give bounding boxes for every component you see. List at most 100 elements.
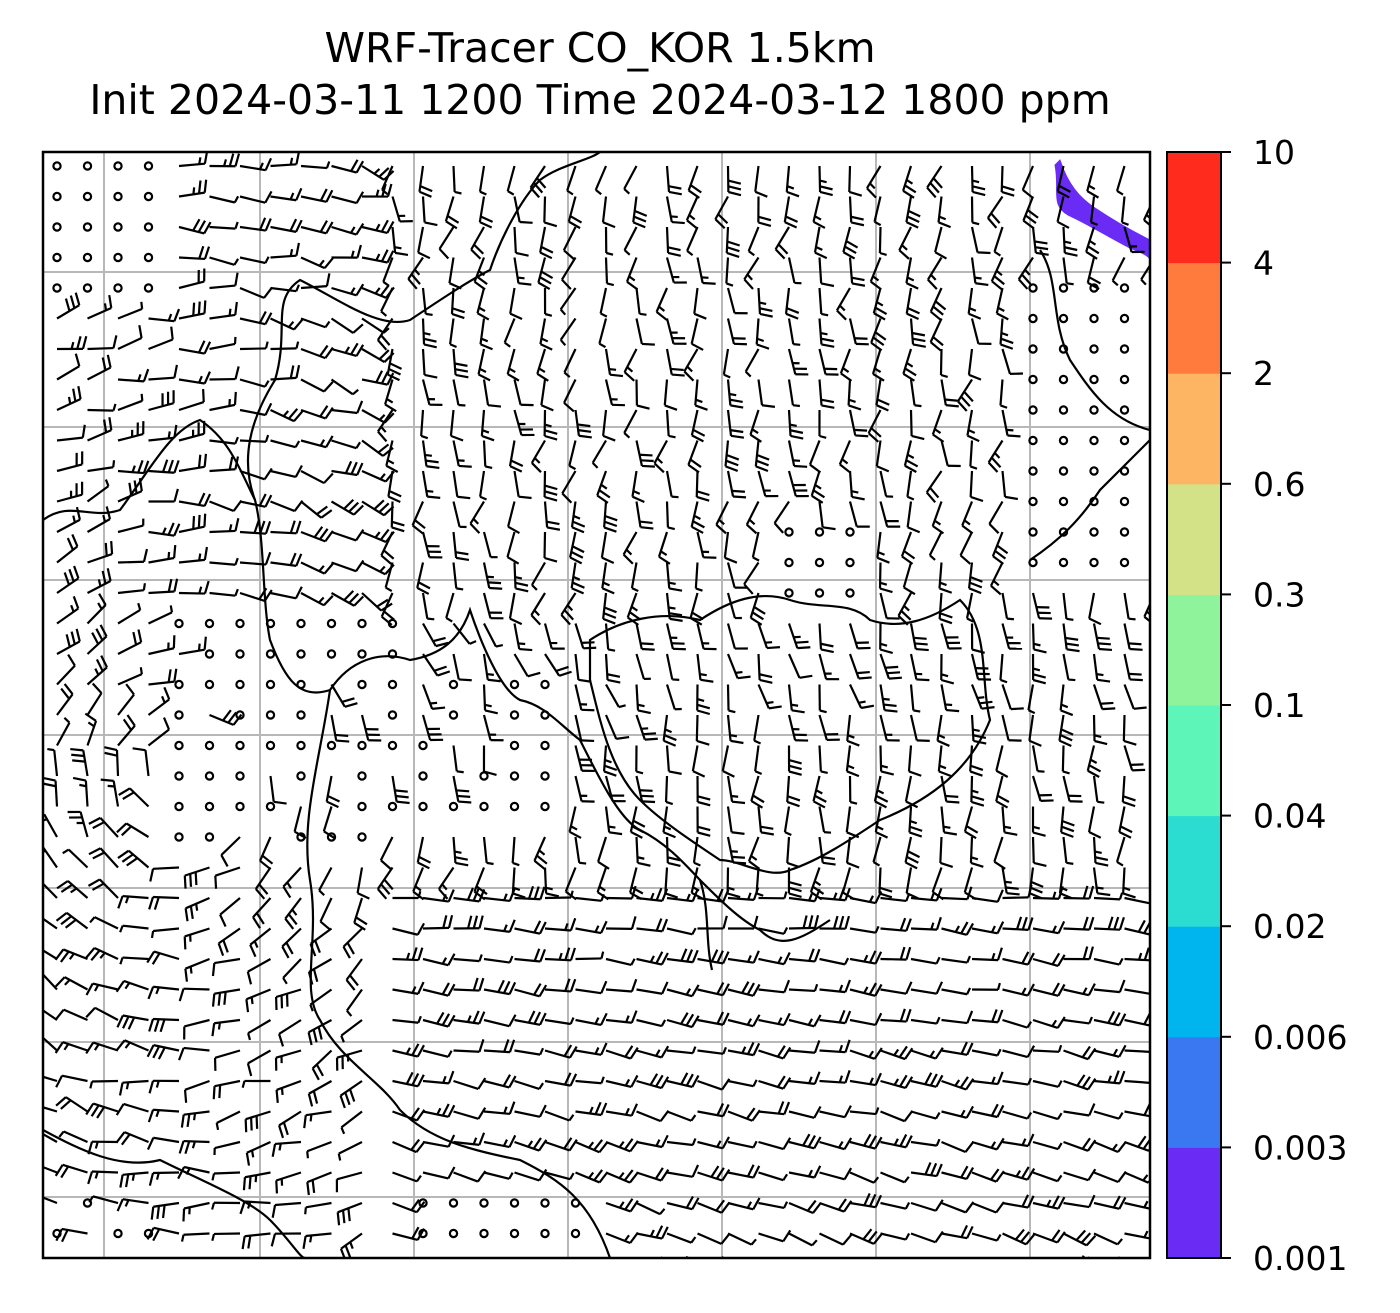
wind-barb [1021,165,1035,199]
wind-barb [239,587,273,602]
wind-barb [270,408,304,423]
wind-barb [270,439,301,449]
wind-barb [56,628,81,655]
coast-japan-1 [1029,439,1150,561]
chart-title: WRF-Tracer CO_KOR 1.5km Init 2024-03-11 … [0,22,1200,126]
wind-barb [570,562,585,595]
wind-barb [239,467,273,481]
wind-barb [56,595,80,625]
wind-barb [879,623,894,655]
wind-barb [421,440,440,470]
wind-barb [178,218,212,235]
wind-barb [178,492,212,507]
wind-barb [690,501,705,534]
wind-barb [623,409,638,439]
wind-barb [178,389,205,412]
wind-barb [1111,256,1126,287]
wind-barb [209,436,239,445]
calm-marker [1089,374,1099,385]
wind-barb [117,460,150,475]
wind-barb [270,152,301,168]
calm-marker [1058,283,1069,293]
wind-barb [384,562,394,593]
wind-barb [482,562,503,590]
wind-barb [178,453,208,473]
wind-barb [574,409,592,439]
wind-barb [543,501,561,531]
wind-barb [878,562,893,594]
wind-barb [871,348,885,382]
wind-barb [987,439,1004,473]
wind-barb [420,409,429,440]
title-line-2: Init 2024-03-11 1200 Time 2024-03-12 180… [89,76,1111,124]
wind-barb [909,653,930,682]
wind-barb [665,653,680,681]
wind-barb [562,226,577,260]
wind-barb [724,440,740,472]
calm-marker [1028,496,1038,507]
wind-barb [377,409,394,443]
wind-barb [239,434,270,443]
wind-barb [117,548,149,564]
wind-barb [530,592,546,626]
wind-barb [938,562,953,594]
wind-barb [421,470,441,499]
wind-barb [787,653,813,679]
wind-barb [330,317,364,334]
wind-barb [601,562,615,595]
wind-barb [726,562,748,589]
wind-barb [1123,623,1143,651]
wind-barb [438,226,455,260]
wind-barb [536,348,549,382]
calm-marker [845,557,855,568]
wind-barb [635,623,655,651]
calm-marker [204,618,215,629]
wind-barb [783,196,799,229]
calm-marker [1028,283,1038,293]
wind-barb [847,379,862,411]
wind-barb [632,196,648,229]
calm-marker [1119,313,1130,324]
wind-barb [331,244,362,259]
wind-barb [479,318,493,351]
wind-barb [421,592,435,621]
wind-barb [875,379,890,412]
wind-barb [539,318,553,351]
wind-barb [787,470,809,498]
wind-barb [1001,470,1019,501]
wind-barb [665,470,679,499]
wind-barb [513,409,535,437]
wind-barb [784,287,800,320]
wind-barb [726,287,748,315]
wind-barb [178,245,211,261]
calm-marker [814,588,825,598]
calm-marker [1058,466,1069,476]
wind-barb [513,470,532,500]
wind-barb [906,470,915,501]
wind-barb [929,318,944,352]
wind-barb [879,470,894,498]
calm-marker [1089,313,1099,324]
wind-barb [989,562,1004,596]
wind-barb [818,165,833,197]
wind-barb [926,165,943,199]
wind-barb [574,653,592,683]
wind-barb [866,165,882,199]
wind-barb [665,257,687,284]
wind-barb [209,456,240,473]
wind-barb [560,592,577,626]
wind-barb [848,501,870,528]
colorbar-tick-label: 0.1 [1253,686,1305,725]
colorbar-bands [1167,152,1221,1259]
wind-barb [148,522,181,537]
wind-barb [812,196,826,229]
calm-marker [1028,344,1038,354]
wind-barb [421,196,438,227]
wind-barb [970,165,986,197]
wind-barb [690,318,704,351]
wind-barb [694,379,708,411]
wind-barb [386,348,403,382]
wind-barb [1031,226,1049,256]
calm-marker [784,557,794,568]
